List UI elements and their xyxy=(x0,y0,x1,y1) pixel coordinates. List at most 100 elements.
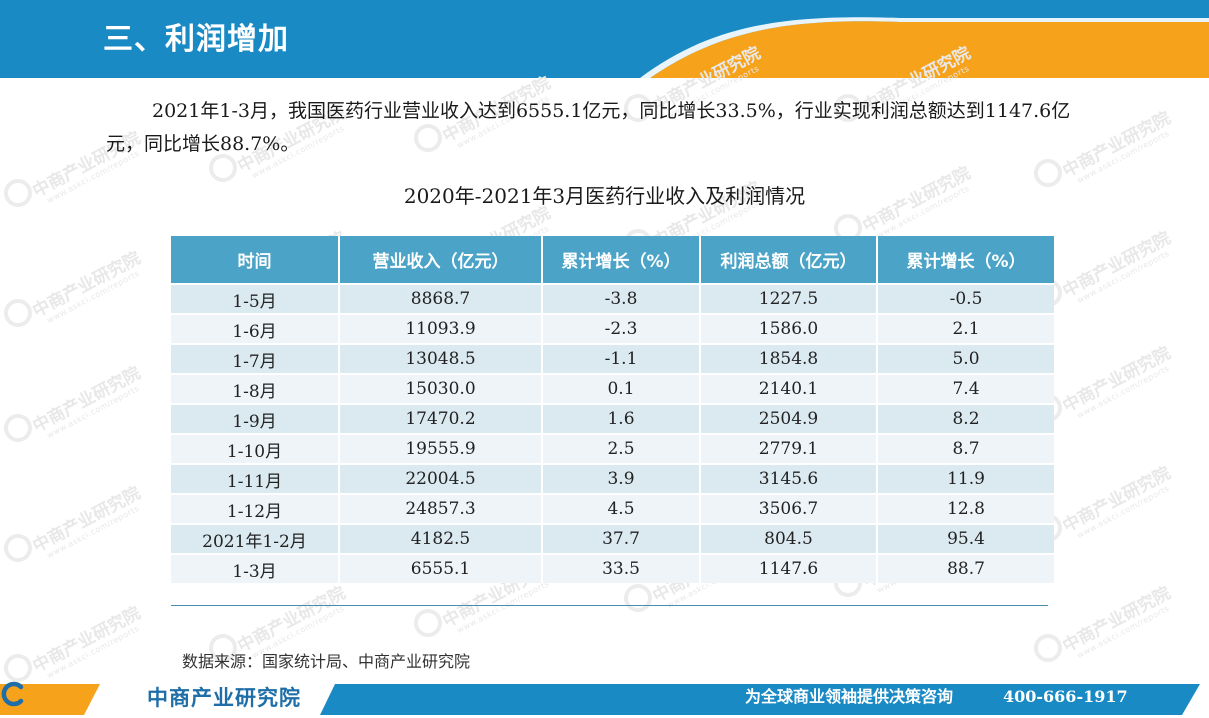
watermark-name: 中商产业研究院 xyxy=(234,583,349,657)
watermark-url: www.askci.com/reports xyxy=(1075,248,1171,306)
cell-time: 1-10月 xyxy=(171,433,340,464)
cell-profit-growth: 11.9 xyxy=(877,463,1054,494)
cell-time: 2021年1-2月 xyxy=(171,523,340,554)
table-bottom-rule xyxy=(171,605,1048,606)
cell-profit: 2504.9 xyxy=(700,403,878,434)
cell-profit-growth: 5.0 xyxy=(877,343,1054,374)
intro-paragraph: 2021年1-3月，我国医药行业营业收入达到6555.1亿元，同比增长33.5%… xyxy=(106,100,1071,155)
watermark-name: 中商产业研究院 xyxy=(29,363,144,437)
header-revenue-growth: 累计增长（%） xyxy=(542,236,701,284)
watermark-logo-icon xyxy=(4,414,32,442)
cell-revenue-growth: 2.5 xyxy=(542,433,701,464)
cell-time: 1-11月 xyxy=(171,463,340,494)
watermark-name: 中商产业研究院 xyxy=(29,483,144,557)
watermark-logo-icon xyxy=(1034,634,1062,662)
cell-profit-growth: 7.4 xyxy=(877,373,1054,404)
table-row: 1-7月 13048.5 -1.1 1854.8 5.0 xyxy=(171,343,1054,374)
watermark-url: www.askci.com/reports xyxy=(45,503,141,561)
watermark-url: www.askci.com/reports xyxy=(1075,603,1171,661)
cell-revenue-growth: 0.1 xyxy=(542,373,701,404)
cell-revenue: 19555.9 xyxy=(339,433,543,464)
footer-phone: 400-666-1917 xyxy=(1003,687,1128,706)
cell-profit-growth: 2.1 xyxy=(877,313,1054,344)
watermark-name: 中商产业研究院 xyxy=(1059,228,1174,302)
table-row: 1-10月 19555.9 2.5 2779.1 8.7 xyxy=(171,433,1054,464)
cell-profit-growth: 8.2 xyxy=(877,403,1054,434)
cell-time: 1-8月 xyxy=(171,373,340,404)
watermark-logo-icon xyxy=(4,299,32,327)
header-profit: 利润总额（亿元） xyxy=(700,236,878,284)
watermark-name: 中商产业研究院 xyxy=(1059,463,1174,537)
cell-revenue: 11093.9 xyxy=(339,313,543,344)
header-background xyxy=(0,0,1209,78)
watermark-name: 中商产业研究院 xyxy=(1059,583,1174,657)
watermark-name: 中商产业研究院 xyxy=(29,603,144,677)
watermark-logo-icon xyxy=(624,584,652,612)
cell-revenue-growth: -1.1 xyxy=(542,343,701,374)
watermark-logo-icon xyxy=(414,609,442,637)
cell-revenue: 17470.2 xyxy=(339,403,543,434)
data-source-note: 数据来源：国家统计局、中商产业研究院 xyxy=(182,652,471,671)
cell-revenue-growth: 37.7 xyxy=(542,523,701,554)
table-row: 2021年1-2月 4182.5 37.7 804.5 95.4 xyxy=(171,523,1054,554)
watermark-url: www.askci.com/reports xyxy=(45,268,141,326)
cell-profit: 804.5 xyxy=(700,523,878,554)
table-row: 1-12月 24857.3 4.5 3506.7 12.8 xyxy=(171,493,1054,524)
cell-revenue-growth: 4.5 xyxy=(542,493,701,524)
cell-profit: 2140.1 xyxy=(700,373,878,404)
cell-time: 1-5月 xyxy=(171,283,340,314)
cell-profit: 2779.1 xyxy=(700,433,878,464)
watermark-url: www.askci.com/reports xyxy=(1075,363,1171,421)
cell-profit-growth: 95.4 xyxy=(877,523,1054,554)
table-title: 2020年-2021年3月医药行业收入及利润情况 xyxy=(403,184,806,208)
cell-profit-growth: 88.7 xyxy=(877,553,1054,583)
watermark-logo-icon xyxy=(4,654,32,682)
footer-banner: 中商产业研究院 为全球商业领袖提供决策咨询 400-666-1917 xyxy=(0,681,1209,718)
watermark-name: 中商产业研究院 xyxy=(29,248,144,322)
watermark-url: www.askci.com/reports xyxy=(1075,483,1171,541)
watermark-url: www.askci.com/reports xyxy=(45,383,141,441)
cell-revenue: 15030.0 xyxy=(339,373,543,404)
cell-profit-growth: -0.5 xyxy=(877,283,1054,314)
watermark-url: www.askci.com/reports xyxy=(455,578,551,636)
cell-profit: 1854.8 xyxy=(700,343,878,374)
table-row: 1-5月 8868.7 -3.8 1227.5 -0.5 xyxy=(171,283,1054,314)
cell-profit: 1586.0 xyxy=(700,313,878,344)
cell-revenue-growth: 33.5 xyxy=(542,553,701,583)
header-banner: 三、利润增加 xyxy=(0,0,1209,78)
cell-profit: 3506.7 xyxy=(700,493,878,524)
table-row: 1-9月 17470.2 1.6 2504.9 8.2 xyxy=(171,403,1054,434)
brand-name: 中商产业研究院 xyxy=(147,686,301,710)
revenue-profit-table: 时间 营业收入（亿元） 累计增长（%） 利润总额（亿元） 累计增长（%） 1-5… xyxy=(171,236,1054,583)
watermark-logo-icon xyxy=(4,534,32,562)
cell-time: 1-9月 xyxy=(171,403,340,434)
watermark-name: 中商产业研究院 xyxy=(1059,343,1174,417)
cell-revenue: 13048.5 xyxy=(339,343,543,374)
header-profit-growth: 累计增长（%） xyxy=(877,236,1054,284)
cell-time: 1-12月 xyxy=(171,493,340,524)
table-body: 1-5月 8868.7 -3.8 1227.5 -0.5 1-6月 11093.9 -2.3 1… xyxy=(171,283,1054,583)
cell-time: 1-7月 xyxy=(171,343,340,374)
cell-profit-growth: 12.8 xyxy=(877,493,1054,524)
cell-revenue: 4182.5 xyxy=(339,523,543,554)
cell-profit: 1147.6 xyxy=(700,553,878,583)
cell-revenue: 22004.5 xyxy=(339,463,543,494)
cell-profit: 1227.5 xyxy=(700,283,878,314)
cell-revenue: 24857.3 xyxy=(339,493,543,524)
cell-profit: 3145.6 xyxy=(700,463,878,494)
cell-revenue: 8868.7 xyxy=(339,283,543,314)
cell-revenue-growth: 3.9 xyxy=(542,463,701,494)
cell-revenue: 6555.1 xyxy=(339,553,543,583)
table-row: 1-6月 11093.9 -2.3 1586.0 2.1 xyxy=(171,313,1054,344)
cell-time: 1-3月 xyxy=(171,553,340,583)
header-revenue: 营业收入（亿元） xyxy=(339,236,543,284)
header-time: 时间 xyxy=(171,236,340,284)
table-row: 1-8月 15030.0 0.1 2140.1 7.4 xyxy=(171,373,1054,404)
